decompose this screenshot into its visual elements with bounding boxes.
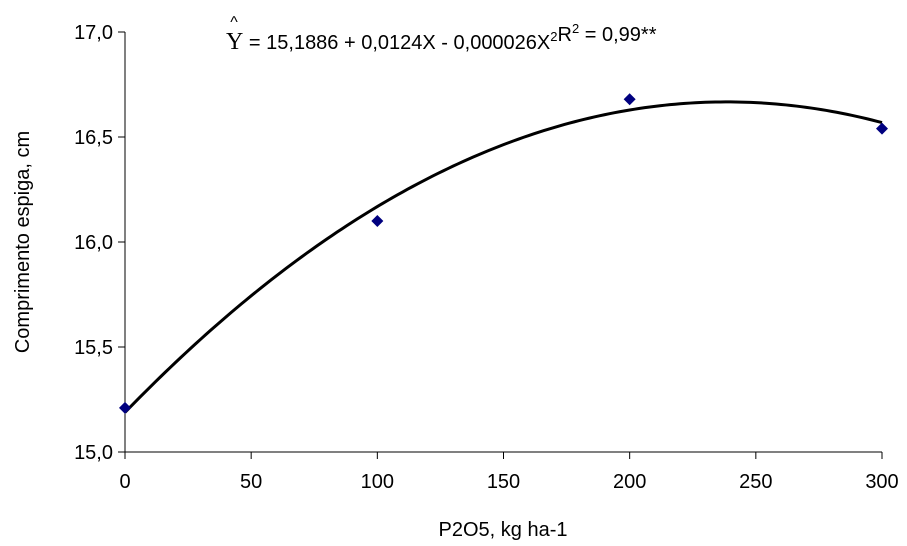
data-point	[623, 93, 636, 106]
data-point	[371, 215, 384, 227]
y-tick-label: 16,5	[74, 127, 113, 149]
x-tick-label: 250	[739, 471, 772, 493]
x-tick-label: 0	[119, 471, 130, 493]
x-tick-label: 50	[240, 471, 262, 493]
y-tick-label: 15,0	[74, 442, 113, 464]
data-point	[876, 122, 888, 135]
data-points	[119, 93, 888, 414]
data-point	[119, 401, 131, 414]
y-tick-label: 16,0	[74, 232, 113, 254]
x-tick-label: 200	[613, 471, 646, 493]
plot-area: 15,0 15,5 16,0 16,5 17,0 0 50 100 150 200 250 300	[74, 22, 899, 493]
x-tick-label: 300	[865, 471, 898, 493]
x-ticks: 0 50 100 150 200 250 300	[119, 452, 899, 493]
equation-yhat: Y	[226, 29, 243, 55]
y-tick-label: 17,0	[74, 22, 113, 44]
y-axis-title: Comprimento espiga, cm	[12, 131, 34, 353]
r-squared-value: = 0,99**	[579, 24, 657, 46]
equation-body: = 15,1886 + 0,0124X - 0,000026X	[243, 32, 550, 54]
r-squared-label: R	[558, 24, 572, 46]
x-axis-title: P2O5, kg ha-1	[439, 519, 568, 541]
equation-text: Y = 15,1886 + 0,0124X - 0,000026X2R2 = 0…	[226, 21, 657, 55]
equation-annotation: ^ Y = 15,1886 + 0,0124X - 0,000026X2R2 =…	[226, 14, 657, 55]
fit-curve	[123, 100, 883, 414]
r-squared-superscript: 2	[572, 21, 579, 36]
y-tick-label: 15,5	[74, 337, 113, 359]
x-tick-label: 150	[487, 471, 520, 493]
y-ticks: 15,0 15,5 16,0 16,5 17,0	[74, 22, 125, 464]
equation-hat: ^	[230, 14, 238, 31]
equation-superscript: 2	[550, 29, 557, 44]
x-tick-label: 100	[361, 471, 394, 493]
